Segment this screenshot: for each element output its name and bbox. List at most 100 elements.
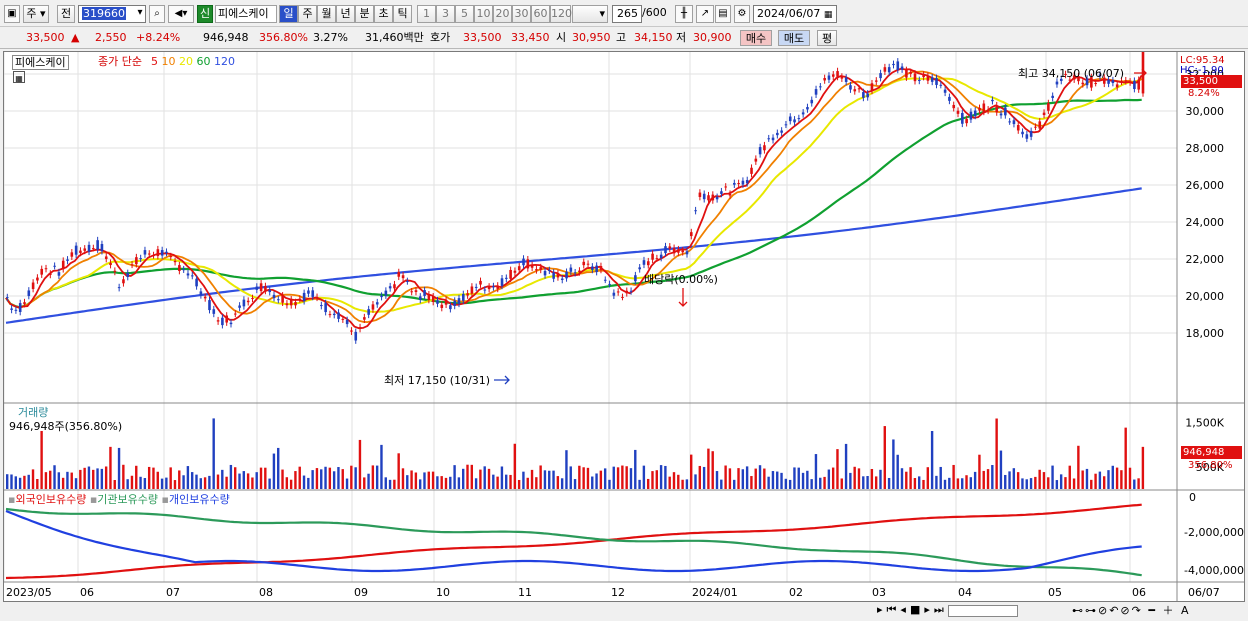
grid-icon[interactable]: ▦ [13, 71, 25, 83]
volume-bar [681, 479, 684, 489]
volume-bar [552, 470, 555, 489]
count-input[interactable]: 265 [612, 5, 642, 23]
gear-icon[interactable]: ⚙ [734, 5, 750, 23]
volume-bar [905, 471, 908, 489]
candle-body [905, 69, 908, 78]
volume-bar [991, 465, 994, 489]
price-chart[interactable]: 32,00030,00028,00026,00024,00022,00020,0… [4, 52, 1244, 601]
candle-body [298, 298, 302, 300]
volume-bar [453, 465, 456, 489]
speaker-icon[interactable]: ◀▾ [168, 5, 194, 23]
volume-bar [728, 468, 732, 489]
chart-window-icon[interactable]: ▣ [4, 5, 20, 23]
calendar-icon[interactable]: ▦ [823, 10, 833, 20]
x-tick-label: 04 [958, 586, 972, 599]
period-tab[interactable]: 년 [336, 5, 355, 23]
candle-body [939, 84, 943, 86]
nav-buttons[interactable]: ▸⏮◂■▸⏭ [877, 603, 948, 616]
last-volume-pct: 356.80% [1188, 460, 1233, 471]
candle-body [690, 232, 693, 237]
sell-button[interactable]: 매도 [778, 30, 810, 46]
period-tab[interactable]: 초 [374, 5, 393, 23]
volume-bar [100, 468, 104, 489]
quote-open: 30,950 [572, 31, 611, 44]
candle-icon[interactable]: ╫ [675, 5, 693, 23]
period-tab[interactable]: 주 [298, 5, 317, 23]
quote-low: 30,900 [693, 31, 732, 44]
interval-tab[interactable]: 1 [417, 5, 436, 23]
candle-body [216, 320, 220, 322]
candle-body [1064, 74, 1067, 76]
interval-tab[interactable]: 30 [512, 5, 531, 23]
avg-button[interactable]: 평 [817, 30, 837, 46]
buy-button[interactable]: 매수 [740, 30, 772, 46]
interval-tab[interactable]: 10 [474, 5, 493, 23]
interval-tab[interactable]: 120 [550, 5, 572, 23]
high-label: 고 [616, 31, 627, 44]
volume-bar [741, 469, 745, 489]
candle-body [1016, 125, 1020, 131]
quote-change: 2,550 [95, 31, 127, 44]
volume-bar [367, 473, 370, 489]
volume-bar [169, 467, 172, 489]
code-input[interactable]: 319660 [78, 5, 146, 23]
interval-tab[interactable]: 3 [436, 5, 455, 23]
volume-bar [173, 480, 177, 489]
volume-bar [517, 479, 521, 489]
volume-bar [634, 449, 637, 489]
candle-body [341, 318, 345, 320]
date-value: 2024/06/07 [757, 7, 821, 20]
prev-button[interactable]: 전 [57, 5, 75, 23]
candle-body [315, 296, 319, 298]
interval-tab[interactable]: 20 [493, 5, 512, 23]
zoom-slider[interactable] [948, 605, 1018, 617]
x-tick-label: 09 [354, 586, 368, 599]
candle-body [109, 262, 112, 266]
holder-line [5, 503, 1142, 580]
candle-body [1034, 126, 1037, 128]
last-volume-tag: 946,948 [1181, 446, 1242, 459]
candle-body [629, 290, 633, 292]
volume-bar [281, 469, 284, 489]
date-input[interactable]: 2024/06/07 ▦ [753, 5, 837, 23]
candle-body [638, 267, 641, 270]
x-tick-label: 08 [259, 586, 273, 599]
volume-bar [418, 479, 422, 489]
candle-body [264, 286, 267, 291]
interval-tab[interactable]: 60 [531, 5, 550, 23]
candle-body [956, 110, 960, 114]
interval-tab[interactable]: 5 [455, 5, 474, 23]
volume-bar [49, 470, 52, 489]
search-icon[interactable]: ⌕ [149, 5, 165, 23]
candle-body [793, 119, 796, 123]
volume-bar [810, 479, 813, 489]
volume-bar [324, 466, 327, 489]
volume-bar [384, 477, 387, 489]
low-label: 저 [676, 31, 687, 44]
market-select[interactable]: 주 ▾ [23, 5, 49, 23]
candle-body [836, 71, 839, 77]
candle-body [83, 248, 87, 251]
volume-bar [31, 469, 35, 489]
period-tab[interactable]: 틱 [393, 5, 412, 23]
candle-body [470, 286, 474, 294]
period-tab[interactable]: 분 [355, 5, 374, 23]
dropdown-icon[interactable]: ▾ [137, 7, 143, 18]
interval-select[interactable]: ▾ [572, 5, 608, 23]
open-label: 시 [556, 31, 567, 44]
quote-ask: 33,500 [463, 31, 502, 44]
candle-body [203, 296, 207, 299]
save-icon[interactable]: ▤ [715, 5, 731, 23]
volume-bar [664, 465, 667, 489]
trend-icon[interactable]: ↗ [696, 5, 714, 23]
tool-icons[interactable]: ⊷⊶⊘↶⊘↷ ━ ＋ A [1072, 604, 1191, 617]
candle-body [776, 132, 779, 136]
volume-bar [440, 476, 443, 489]
candle-body [126, 272, 130, 278]
period-tab[interactable]: 일 [279, 5, 298, 23]
candle-body [900, 66, 904, 70]
period-tab[interactable]: 월 [317, 5, 336, 23]
candle-body [724, 186, 728, 188]
volume-bar [147, 466, 151, 489]
chart-panel[interactable]: 32,00030,00028,00026,00024,00022,00020,0… [3, 51, 1245, 602]
